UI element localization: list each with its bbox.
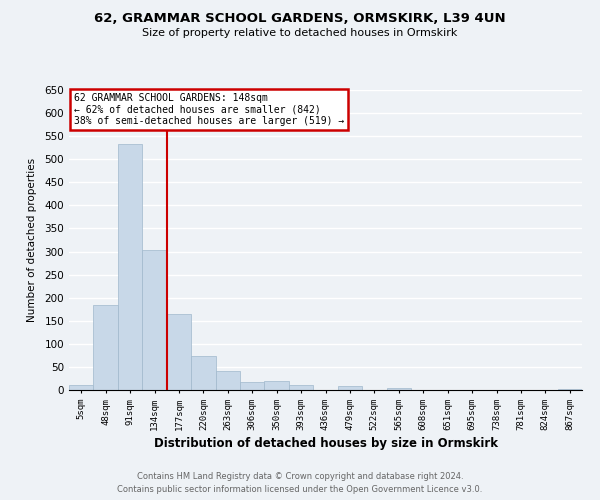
Bar — [118, 144, 142, 390]
Bar — [289, 385, 313, 390]
Bar — [386, 388, 411, 390]
Text: 62, GRAMMAR SCHOOL GARDENS, ORMSKIRK, L39 4UN: 62, GRAMMAR SCHOOL GARDENS, ORMSKIRK, L3… — [94, 12, 506, 26]
Bar — [94, 304, 118, 390]
Text: Contains public sector information licensed under the Open Government Licence v3: Contains public sector information licen… — [118, 485, 482, 494]
Bar — [338, 386, 362, 390]
Text: Contains HM Land Registry data © Crown copyright and database right 2024.: Contains HM Land Registry data © Crown c… — [137, 472, 463, 481]
X-axis label: Distribution of detached houses by size in Ormskirk: Distribution of detached houses by size … — [154, 437, 497, 450]
Bar — [240, 382, 265, 390]
Bar — [142, 250, 167, 390]
Text: 62 GRAMMAR SCHOOL GARDENS: 148sqm
← 62% of detached houses are smaller (842)
38%: 62 GRAMMAR SCHOOL GARDENS: 148sqm ← 62% … — [74, 93, 344, 126]
Bar — [167, 314, 191, 390]
Bar — [215, 370, 240, 390]
Text: Size of property relative to detached houses in Ormskirk: Size of property relative to detached ho… — [142, 28, 458, 38]
Bar — [265, 381, 289, 390]
Bar — [557, 389, 582, 390]
Bar — [69, 386, 94, 390]
Bar — [191, 356, 215, 390]
Y-axis label: Number of detached properties: Number of detached properties — [28, 158, 37, 322]
